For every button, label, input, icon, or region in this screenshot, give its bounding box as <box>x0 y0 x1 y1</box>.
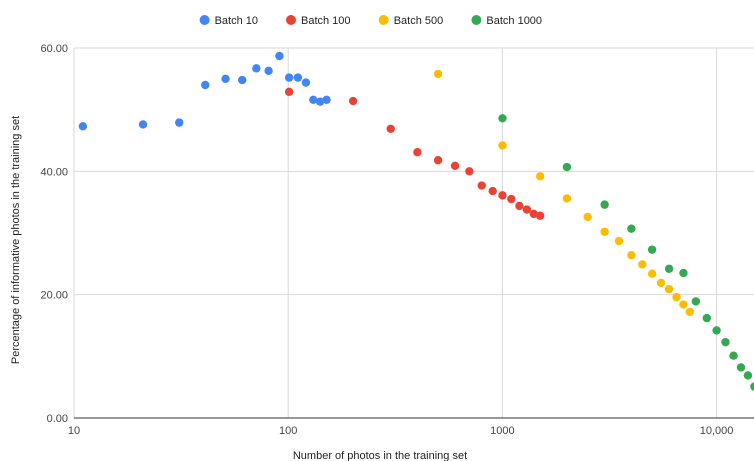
legend-label: Batch 100 <box>301 15 351 27</box>
point-batch-1000 <box>743 371 753 380</box>
x-tick-label: 10,000 <box>700 425 734 437</box>
legend-marker <box>471 15 482 25</box>
point-batch-100 <box>413 148 422 157</box>
point-batch-100 <box>522 205 532 214</box>
legend: Batch 10 Batch 100 Batch 500 Batch 1000 <box>199 15 542 27</box>
point-batch-10 <box>175 118 184 127</box>
legend-marker <box>286 15 296 25</box>
point-batch-500 <box>679 300 688 309</box>
y-tick-label: 40.00 <box>40 166 68 178</box>
point-batch-10 <box>309 95 318 105</box>
point-batch-100 <box>488 186 497 196</box>
legend-marker <box>199 15 210 25</box>
point-batch-10 <box>238 75 247 85</box>
point-batch-100 <box>465 167 474 176</box>
y-tick-label: 60.00 <box>40 43 68 55</box>
point-batch-10 <box>252 64 261 73</box>
point-batch-10 <box>284 73 294 82</box>
point-batch-1000 <box>600 200 609 209</box>
point-batch-10 <box>221 74 230 84</box>
point-batch-500 <box>535 172 545 181</box>
legend-label: Batch 1000 <box>486 15 542 27</box>
point-batch-1000 <box>750 382 754 391</box>
point-batch-500 <box>647 269 657 278</box>
point-batch-100 <box>498 191 507 200</box>
point-batch-500 <box>627 251 636 260</box>
point-batch-100 <box>450 161 460 170</box>
point-batch-1000 <box>691 297 701 306</box>
point-batch-10 <box>275 51 284 61</box>
point-batch-10 <box>315 97 325 106</box>
point-batch-1000 <box>721 337 730 347</box>
point-batch-500 <box>685 307 695 317</box>
point-batch-100 <box>284 87 294 96</box>
point-batch-100 <box>433 156 443 165</box>
point-batch-500 <box>600 227 609 236</box>
point-batch-500 <box>583 212 592 222</box>
point-batch-1000 <box>562 162 572 172</box>
x-tick-label: 100 <box>279 425 297 437</box>
point-batch-1000 <box>729 351 738 360</box>
x-axis-title: Number of photos in the training set <box>293 450 467 461</box>
x-tick-label: 1000 <box>490 425 514 437</box>
point-batch-500 <box>672 292 681 302</box>
point-batch-100 <box>529 209 538 219</box>
tick-labels: 0.00 20.00 40.00 60.00 10 100 1000 10,000 <box>40 43 733 437</box>
legend-label: Batch 10 <box>215 15 258 27</box>
point-batch-1000 <box>647 245 657 254</box>
point-batch-1000 <box>679 268 688 278</box>
point-batch-100 <box>507 194 516 204</box>
point-batch-100 <box>348 96 358 106</box>
point-batch-1000 <box>702 313 712 323</box>
point-batch-10 <box>293 73 303 82</box>
point-batch-1000 <box>736 363 746 372</box>
point-batch-1000 <box>712 326 721 335</box>
legend-label: Batch 500 <box>394 15 444 27</box>
point-batch-1000 <box>627 224 636 233</box>
y-axis-title: Percentage of informative photos in the … <box>10 116 22 364</box>
point-batch-500 <box>656 278 666 288</box>
point-batch-500 <box>498 141 507 150</box>
point-batch-1000 <box>664 264 674 273</box>
data-points <box>78 51 754 391</box>
point-batch-10 <box>201 80 210 90</box>
point-batch-10 <box>322 95 331 105</box>
point-batch-1000 <box>498 114 507 123</box>
point-batch-500 <box>562 194 572 203</box>
y-tick-label: 0.00 <box>47 413 68 425</box>
point-batch-100 <box>535 211 545 220</box>
point-batch-500 <box>638 260 647 269</box>
point-batch-100 <box>515 201 524 211</box>
point-batch-10 <box>138 120 148 129</box>
gridlines <box>73 47 754 418</box>
point-batch-100 <box>386 124 395 133</box>
y-tick-label: 20.00 <box>40 290 68 302</box>
point-batch-500 <box>433 69 443 79</box>
point-batch-500 <box>664 284 674 294</box>
point-batch-10 <box>264 66 273 76</box>
x-tick-label: 10 <box>68 425 80 437</box>
point-batch-10 <box>78 122 88 131</box>
point-batch-100 <box>477 181 486 190</box>
legend-marker <box>378 15 389 25</box>
point-batch-500 <box>614 236 624 246</box>
point-batch-10 <box>301 78 311 87</box>
